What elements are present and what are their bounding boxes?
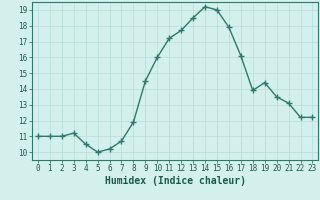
X-axis label: Humidex (Indice chaleur): Humidex (Indice chaleur) bbox=[105, 176, 246, 186]
